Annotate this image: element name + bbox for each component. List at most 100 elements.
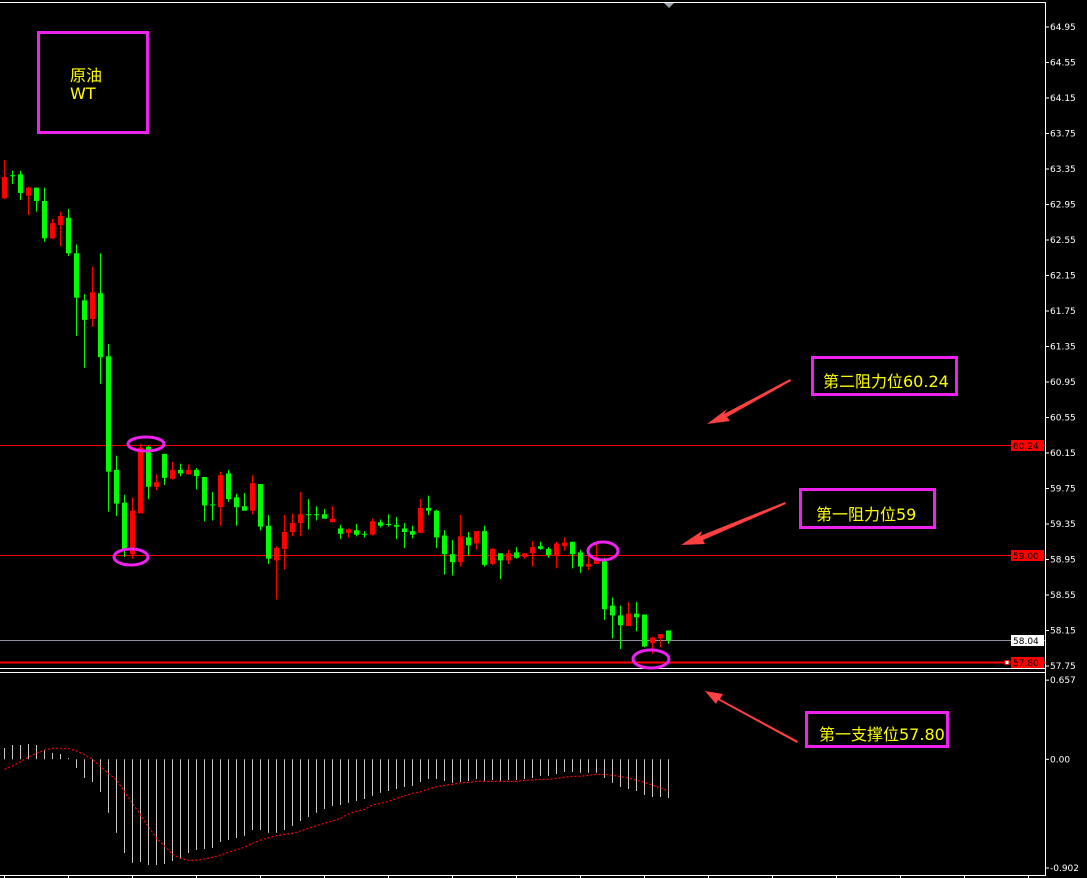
candle-up (346, 529, 351, 533)
candle-down (82, 300, 87, 320)
price-tick-label: 59.35 (1050, 520, 1076, 530)
candle-up (370, 521, 375, 535)
level-marker-icon (1004, 660, 1010, 665)
candle-up (474, 531, 479, 544)
price-axis: 64.95 64.55 64.15 63.75 63.35 62.95 62.55 62.15… (1045, 23, 1076, 672)
candle-down (34, 187, 39, 201)
candle-down (114, 469, 119, 504)
instrument-name: 原油 (70, 66, 103, 85)
price-tag-bg (1011, 635, 1044, 646)
price-tick-label: 61.75 (1050, 307, 1076, 317)
instrument-label-box: 原油 WT (37, 31, 149, 134)
macd-tick-label: -0.902 (1050, 864, 1079, 874)
annotation-first-resistance: 第一阻力位59 (799, 488, 936, 529)
candle-up (522, 553, 527, 557)
scroll-marker-icon[interactable] (664, 3, 674, 8)
price-tick-label: 62.95 (1050, 201, 1076, 211)
price-tick-label: 62.15 (1050, 272, 1076, 282)
candle-up (154, 482, 159, 487)
annotation-second-resistance: 第二阻力位60.24 (811, 356, 958, 396)
price-tick-label: 64.15 (1050, 94, 1076, 104)
candle-up (26, 187, 31, 196)
chart-frame (0, 2, 1046, 876)
candle-down (538, 546, 543, 549)
annotation-arrows (681, 379, 798, 743)
annotation-label: 第一支撑位57.80 (819, 725, 945, 744)
candle-down (482, 531, 487, 565)
candle-down (258, 484, 263, 527)
candle-up (458, 536, 463, 563)
candle-up (250, 483, 255, 511)
candle-up (282, 531, 287, 549)
price-tick-label: 58.55 (1050, 591, 1076, 601)
price-tag-label: 58.04 (1013, 637, 1039, 647)
price-tick-label: 64.95 (1050, 23, 1076, 33)
candle-up (298, 514, 303, 524)
candle-up (530, 547, 535, 554)
candle-up (290, 523, 295, 532)
candle-down (570, 541, 575, 555)
candle-down (10, 175, 15, 177)
price-tick-label: 58.95 (1050, 556, 1076, 566)
macd-panel (4, 743, 669, 865)
candle-down (378, 522, 383, 526)
price-tick-label: 57.75 (1050, 662, 1076, 672)
candle-up (2, 176, 7, 199)
price-tick-label: 62.55 (1050, 236, 1076, 246)
price-tick-label: 60.95 (1050, 378, 1076, 388)
candle-up (586, 563, 591, 567)
price-tag-bg (1011, 657, 1044, 668)
price-tag-bg (1011, 550, 1044, 561)
price-tag-label: 60.24 (1013, 442, 1039, 452)
candle-up (90, 292, 95, 319)
candle-down (106, 356, 111, 472)
candle-up (58, 216, 63, 225)
candle-down (354, 530, 359, 535)
candle-up (330, 518, 335, 523)
arrow-icon (681, 502, 786, 545)
candle-down (498, 553, 503, 561)
instrument-code: WT (70, 84, 96, 103)
price-tick-label: 63.35 (1050, 165, 1076, 175)
candle-down (210, 504, 215, 506)
annotation-label: 第二阻力位60.24 (823, 372, 949, 391)
candle-down (42, 200, 47, 239)
candle-up (626, 613, 631, 627)
candle-down (66, 217, 71, 254)
candle-down (266, 525, 271, 559)
price-tick-label: 58.15 (1050, 627, 1076, 637)
candle-up (554, 543, 559, 556)
candle-down (146, 446, 151, 487)
candle-down (234, 497, 239, 508)
highlight-ellipse (631, 648, 671, 670)
candle-down (602, 559, 607, 610)
highlight-ellipses (112, 435, 671, 670)
level-lines (0, 445, 1045, 664)
candle-down (194, 469, 199, 477)
candle-down (18, 174, 23, 193)
candle-up (130, 510, 135, 555)
candle-down (322, 514, 327, 519)
candle-up (218, 475, 223, 508)
annotation-label: 第一阻力位59 (816, 505, 917, 524)
price-tick-label: 64.55 (1050, 59, 1076, 69)
arrow-icon (707, 379, 791, 424)
candle-down (386, 524, 391, 525)
price-tag-label: 57.80 (1013, 659, 1039, 669)
candle-down (394, 524, 399, 527)
candle-up (594, 557, 599, 564)
candle-up (138, 447, 143, 514)
candle-down (314, 514, 319, 516)
price-tag-bg (1011, 440, 1044, 451)
candle-down (162, 453, 167, 478)
candle-up (50, 223, 55, 239)
candle-down (202, 476, 207, 506)
candle-down (362, 533, 367, 535)
candle-down (338, 528, 343, 534)
candle-up (170, 469, 175, 479)
candle-down (178, 469, 183, 474)
highlight-ellipse (112, 547, 150, 567)
macd-tick-label: 0.657 (1050, 676, 1076, 686)
candle-up (658, 634, 663, 639)
